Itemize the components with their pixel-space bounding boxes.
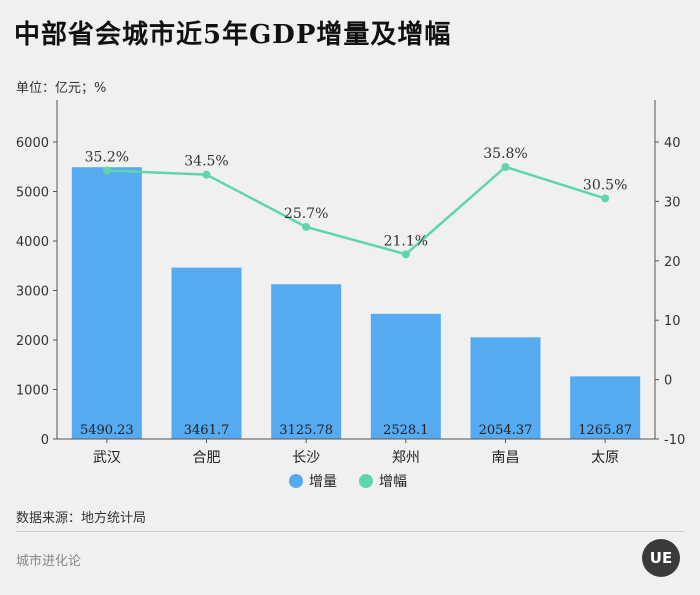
left-tick-label: 5000 <box>16 186 49 201</box>
combo-chart: 0 1000 2000 3000 4000 5000 6000 -10 0 10 20 30 40 5… <box>16 100 685 490</box>
brand-logo: UE <box>642 539 680 577</box>
legend-marker-increment <box>289 474 303 488</box>
line-point <box>102 166 111 175</box>
left-tick-label: 1000 <box>16 384 49 399</box>
left-axis: 0 1000 2000 3000 4000 5000 6000 <box>16 100 58 448</box>
bar <box>271 284 342 439</box>
legend: 增量 增幅 <box>289 474 407 490</box>
bar-value-label: 3125.78 <box>279 423 333 438</box>
line-point <box>302 222 311 231</box>
legend-label-increment: 增量 <box>309 474 337 490</box>
line-value-label: 34.5% <box>184 154 228 170</box>
line-point <box>202 170 211 179</box>
line-value-label: 30.5% <box>583 177 627 193</box>
right-tick-label: 40 <box>664 136 681 151</box>
right-tick-label: -10 <box>664 433 685 448</box>
right-tick-label: 30 <box>664 195 681 210</box>
right-axis: -10 0 10 20 30 40 <box>654 100 685 448</box>
x-tick-label: 南昌 <box>492 450 520 466</box>
left-tick-label: 6000 <box>16 136 49 151</box>
x-tick-label: 长沙 <box>292 450 320 466</box>
right-tick-label: 0 <box>664 374 672 389</box>
line-value-label: 35.8% <box>483 146 527 162</box>
line-value-label: 21.1% <box>384 233 428 249</box>
right-tick-label: 10 <box>664 314 681 329</box>
footer-brand: 城市进化论 <box>16 554 82 569</box>
bar <box>370 313 441 439</box>
x-tick-label: 太原 <box>591 450 619 466</box>
bar-value-label: 2528.1 <box>383 423 429 438</box>
data-source: 数据来源：地方统计局 <box>16 511 147 526</box>
line-path <box>106 165 606 256</box>
bar <box>71 167 142 439</box>
chart-title: 中部省会城市近5年GDP增量及增幅 <box>14 20 452 50</box>
bar <box>470 337 541 439</box>
left-tick-label: 2000 <box>16 334 49 349</box>
line-series: 35.2% 34.5% 25.7% 21.1% 35.8% 30.5% <box>85 146 627 259</box>
line-point <box>601 194 610 203</box>
bar-value-label: 3461.7 <box>184 423 230 438</box>
left-tick-label: 4000 <box>16 235 49 250</box>
bar-value-label: 5490.23 <box>80 423 134 438</box>
unit-label: 单位：亿元；% <box>16 81 107 96</box>
line-value-label: 35.2% <box>85 150 129 166</box>
line-value-label: 25.7% <box>284 206 328 222</box>
x-tick-label: 郑州 <box>392 450 420 466</box>
bars: 5490.23 3461.7 3125.78 2528.1 2054.37 1265.87 <box>71 167 641 439</box>
left-tick-label: 3000 <box>16 285 49 300</box>
x-tick-label: 武汉 <box>93 450 121 466</box>
legend-marker-growth <box>359 474 373 488</box>
line-point <box>401 250 410 259</box>
x-tick-label: 合肥 <box>193 450 221 466</box>
line-point <box>501 162 510 171</box>
bar <box>171 267 242 439</box>
bar <box>570 376 641 439</box>
bar-value-label: 1265.87 <box>578 423 632 438</box>
left-tick-label: 0 <box>41 433 49 448</box>
divider <box>16 531 684 532</box>
x-axis: 武汉 合肥 长沙 郑州 南昌 太原 <box>57 438 655 466</box>
legend-label-growth: 增幅 <box>379 474 407 490</box>
right-tick-label: 20 <box>664 255 681 270</box>
bar-value-label: 2054.37 <box>479 423 533 438</box>
